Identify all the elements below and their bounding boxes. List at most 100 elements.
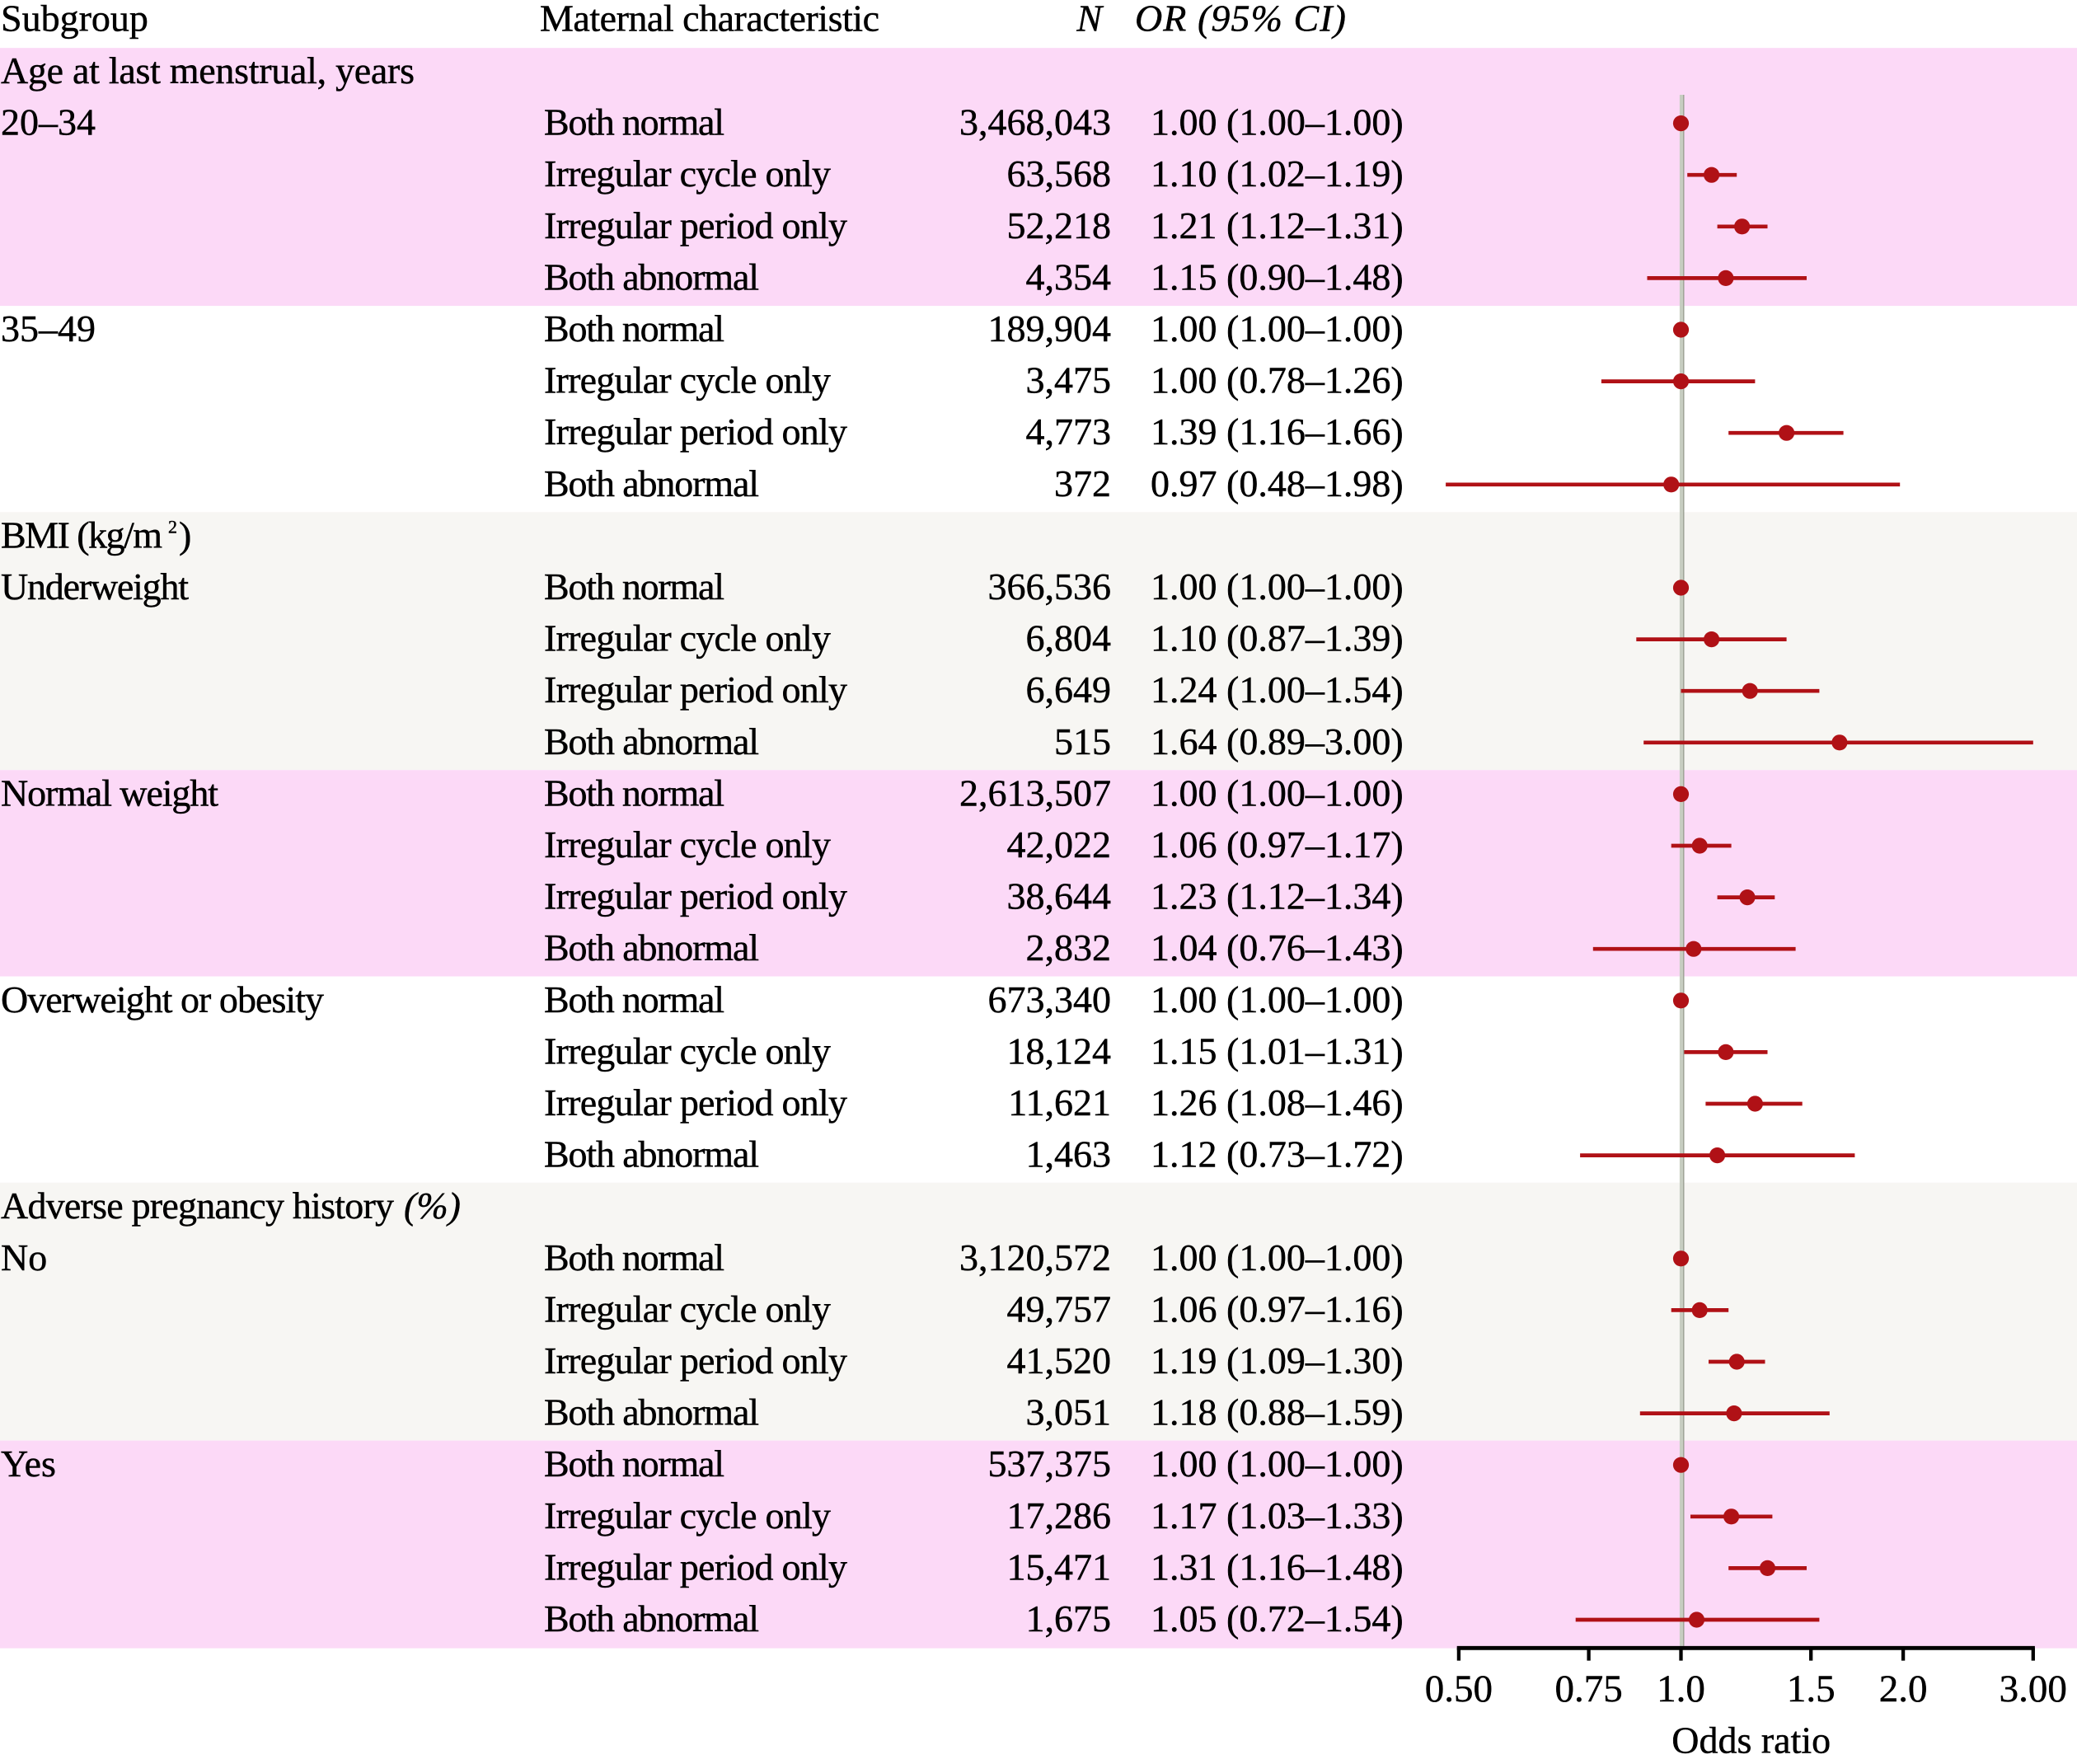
svg-text:537,375: 537,375	[988, 1443, 1112, 1485]
svg-text:Both normal: Both normal	[544, 978, 724, 1020]
svg-text:Normal weight: Normal weight	[1, 772, 218, 814]
svg-text:1.12 (0.73–1.72): 1.12 (0.73–1.72)	[1151, 1133, 1404, 1175]
svg-text:BMI (kg/m: BMI (kg/m	[1, 514, 162, 556]
svg-text:20–34: 20–34	[1, 101, 96, 143]
svg-text:0.50: 0.50	[1425, 1668, 1493, 1710]
svg-text:Irregular period only: Irregular period only	[544, 1546, 847, 1588]
svg-text:1.00 (0.78–1.26): 1.00 (0.78–1.26)	[1151, 359, 1404, 401]
svg-text:2.0: 2.0	[1879, 1668, 1928, 1710]
svg-text:Both abnormal: Both abnormal	[544, 1597, 759, 1640]
svg-text:3.00: 3.00	[2000, 1668, 2067, 1710]
svg-text:2,613,507: 2,613,507	[959, 772, 1111, 814]
svg-text:1.23 (1.12–1.34): 1.23 (1.12–1.34)	[1151, 875, 1404, 917]
svg-text:1,675: 1,675	[1026, 1597, 1112, 1640]
svg-text:OR (95% CI): OR (95% CI)	[1135, 0, 1346, 40]
svg-text:3,475: 3,475	[1026, 359, 1112, 401]
svg-text:63,568: 63,568	[1007, 152, 1112, 195]
svg-text:Irregular cycle only: Irregular cycle only	[544, 152, 831, 195]
svg-text:Both normal: Both normal	[544, 772, 724, 814]
svg-text:1.10 (1.02–1.19): 1.10 (1.02–1.19)	[1151, 152, 1404, 195]
svg-text:Both normal: Both normal	[544, 565, 724, 608]
svg-text:1.00 (1.00–1.00): 1.00 (1.00–1.00)	[1151, 772, 1404, 814]
svg-text:17,286: 17,286	[1007, 1494, 1112, 1536]
svg-text:1.10 (0.87–1.39): 1.10 (0.87–1.39)	[1151, 617, 1404, 659]
svg-text:Irregular period only: Irregular period only	[544, 411, 847, 453]
svg-text:Maternal characteristic: Maternal characteristic	[540, 0, 879, 40]
svg-text:): )	[179, 514, 191, 556]
svg-text:Irregular period only: Irregular period only	[544, 669, 847, 711]
svg-text:673,340: 673,340	[988, 978, 1112, 1020]
svg-text:1.00 (1.00–1.00): 1.00 (1.00–1.00)	[1151, 1236, 1404, 1278]
svg-text:515: 515	[1054, 720, 1111, 762]
svg-text:Odds ratio: Odds ratio	[1671, 1719, 1831, 1762]
svg-text:3,468,043: 3,468,043	[959, 101, 1111, 143]
svg-text:0.97 (0.48–1.98): 0.97 (0.48–1.98)	[1151, 462, 1404, 504]
svg-text:Both normal: Both normal	[544, 1236, 724, 1278]
svg-text:1.17 (1.03–1.33): 1.17 (1.03–1.33)	[1151, 1494, 1404, 1536]
svg-text:1.15 (1.01–1.31): 1.15 (1.01–1.31)	[1151, 1030, 1404, 1072]
svg-text:1.00 (1.00–1.00): 1.00 (1.00–1.00)	[1151, 565, 1404, 608]
svg-text:Both abnormal: Both abnormal	[544, 1391, 759, 1433]
svg-text:6,804: 6,804	[1026, 617, 1112, 659]
svg-text:1.18 (0.88–1.59): 1.18 (0.88–1.59)	[1151, 1391, 1404, 1433]
svg-text:2,832: 2,832	[1026, 927, 1112, 969]
svg-text:1.21 (1.12–1.31): 1.21 (1.12–1.31)	[1151, 204, 1404, 246]
svg-text:1.19 (1.09–1.30): 1.19 (1.09–1.30)	[1151, 1339, 1404, 1382]
svg-text:Irregular cycle only: Irregular cycle only	[544, 823, 831, 866]
svg-text:6,649: 6,649	[1026, 669, 1112, 711]
svg-text:Irregular period only: Irregular period only	[544, 1339, 847, 1382]
svg-text:42,022: 42,022	[1007, 823, 1112, 866]
svg-text:1.04 (0.76–1.43): 1.04 (0.76–1.43)	[1151, 927, 1404, 969]
svg-text:Irregular cycle only: Irregular cycle only	[544, 1030, 831, 1072]
svg-text:1.0: 1.0	[1657, 1668, 1705, 1710]
svg-text:1.00 (1.00–1.00): 1.00 (1.00–1.00)	[1151, 1443, 1404, 1485]
svg-text:Irregular cycle only: Irregular cycle only	[544, 1288, 831, 1330]
svg-text:4,354: 4,354	[1026, 256, 1112, 298]
svg-text:1.00 (1.00–1.00): 1.00 (1.00–1.00)	[1151, 101, 1404, 143]
svg-text:366,536: 366,536	[988, 565, 1112, 608]
svg-text:1.00 (1.00–1.00): 1.00 (1.00–1.00)	[1151, 978, 1404, 1020]
svg-text:Irregular period only: Irregular period only	[544, 204, 847, 246]
svg-text:372: 372	[1054, 462, 1111, 504]
svg-text:35–49: 35–49	[1, 307, 96, 350]
svg-text:Overweight or obesity: Overweight or obesity	[1, 978, 324, 1020]
svg-text:Both abnormal: Both abnormal	[544, 1133, 759, 1175]
svg-text:1.06 (0.97–1.17): 1.06 (0.97–1.17)	[1151, 823, 1404, 866]
svg-text:Irregular period only: Irregular period only	[544, 875, 847, 917]
svg-text:(%): (%)	[404, 1185, 461, 1227]
svg-text:18,124: 18,124	[1007, 1030, 1112, 1072]
svg-text:38,644: 38,644	[1007, 875, 1112, 917]
svg-text:1.06 (0.97–1.16): 1.06 (0.97–1.16)	[1151, 1288, 1404, 1330]
svg-text:1.00 (1.00–1.00): 1.00 (1.00–1.00)	[1151, 307, 1404, 350]
svg-text:1,463: 1,463	[1026, 1133, 1112, 1175]
svg-text:Yes: Yes	[1, 1443, 56, 1485]
svg-text:1.5: 1.5	[1787, 1668, 1836, 1710]
svg-text:Irregular cycle only: Irregular cycle only	[544, 617, 831, 659]
svg-text:3,051: 3,051	[1026, 1391, 1112, 1433]
svg-text:Age at last menstrual, years: Age at last menstrual, years	[1, 49, 415, 91]
svg-text:Irregular period only: Irregular period only	[544, 1081, 847, 1124]
svg-text:Subgroup: Subgroup	[1, 0, 148, 40]
svg-text:1.05 (0.72–1.54): 1.05 (0.72–1.54)	[1151, 1597, 1404, 1640]
svg-text:1.15 (0.90–1.48): 1.15 (0.90–1.48)	[1151, 256, 1404, 298]
svg-text:1.24 (1.00–1.54): 1.24 (1.00–1.54)	[1151, 669, 1404, 711]
svg-text:Both abnormal: Both abnormal	[544, 256, 759, 298]
svg-text:4,773: 4,773	[1026, 411, 1112, 453]
svg-text:Underweight: Underweight	[1, 565, 189, 608]
svg-text:N: N	[1076, 0, 1104, 40]
svg-text:189,904: 189,904	[988, 307, 1112, 350]
svg-text:Both abnormal: Both abnormal	[544, 462, 759, 504]
svg-text:41,520: 41,520	[1007, 1339, 1112, 1382]
svg-text:No: No	[1, 1236, 47, 1278]
svg-text:Irregular cycle only: Irregular cycle only	[544, 1494, 831, 1536]
svg-text:Both abnormal: Both abnormal	[544, 927, 759, 969]
svg-text:Irregular cycle only: Irregular cycle only	[544, 359, 831, 401]
svg-text:15,471: 15,471	[1007, 1546, 1112, 1588]
svg-text:49,757: 49,757	[1007, 1288, 1112, 1330]
svg-text:Both normal: Both normal	[544, 1443, 724, 1485]
svg-text:2: 2	[168, 516, 177, 537]
svg-text:0.75: 0.75	[1554, 1668, 1622, 1710]
svg-text:Both normal: Both normal	[544, 101, 724, 143]
svg-text:Both abnormal: Both abnormal	[544, 720, 759, 762]
svg-text:1.64 (0.89–3.00): 1.64 (0.89–3.00)	[1151, 720, 1404, 762]
